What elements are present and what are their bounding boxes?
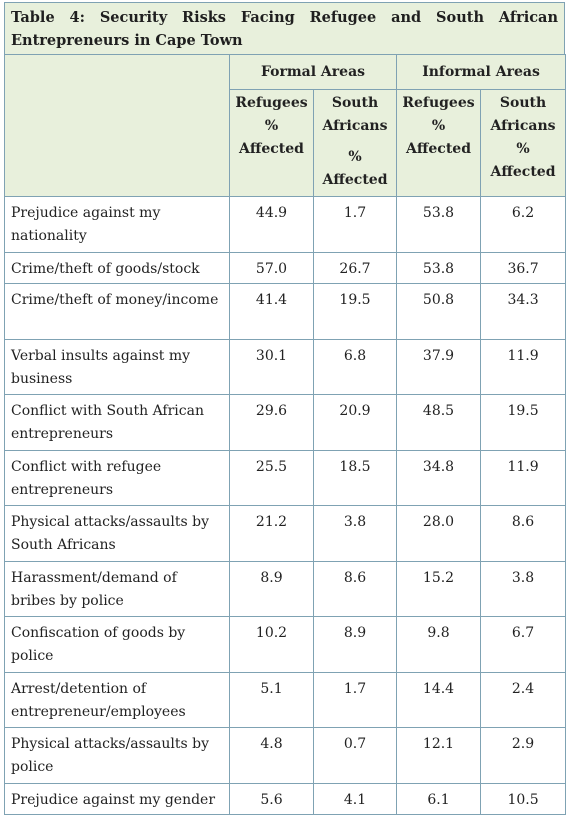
subheader-text: % <box>431 118 446 134</box>
formal-refugees-value: 25.5 <box>229 450 314 506</box>
table-row: Prejudice against my nationality 44.9 1.… <box>4 196 567 253</box>
informal-south-africans-value: 6.7 <box>480 616 567 673</box>
risk-label: Conflict with refugee entrepreneurs <box>4 450 230 506</box>
formal-refugees-value: 41.4 <box>229 283 314 340</box>
table-row: Crime/theft of money/income 41.4 19.5 50… <box>4 283 567 340</box>
subheader-text: South <box>331 95 379 111</box>
informal-south-africans-value: 8.6 <box>480 505 567 562</box>
informal-refugees-value: 14.4 <box>396 672 482 728</box>
formal-south-africans-value: 8.6 <box>312 561 398 617</box>
informal-south-africans-value: 2.4 <box>480 672 567 728</box>
subheader-text: Refugees <box>402 95 475 111</box>
informal-refugees-value: 12.1 <box>396 727 482 784</box>
security-risks-table-container: Table 4: Security Risks Facing Refugee a… <box>4 2 567 815</box>
subheader-text: Affected <box>406 141 471 157</box>
formal-refugees-value: 29.6 <box>229 394 314 451</box>
table-row: Arrest/detention of entrepreneur/employe… <box>4 672 567 728</box>
subheader-text: Refugees <box>235 95 308 111</box>
informal-south-africans-value: 19.5 <box>480 394 567 451</box>
subheader-informal-south-africans: South Africans % Affected <box>480 89 567 197</box>
informal-south-africans-value: 34.3 <box>480 283 567 340</box>
informal-refugees-value: 53.8 <box>396 196 482 253</box>
informal-refugees-value: 15.2 <box>396 561 482 617</box>
subheader-formal-refugees: Refugees % Affected <box>229 89 314 197</box>
header-blank <box>4 54 230 197</box>
formal-refugees-value: 5.1 <box>229 672 314 728</box>
table-row: Conflict with South African entrepreneur… <box>4 394 567 451</box>
formal-south-africans-value: 20.9 <box>312 394 398 451</box>
risk-label: Physical attacks/assaults by South Afric… <box>4 505 230 562</box>
formal-refugees-value: 21.2 <box>229 505 314 562</box>
risk-label: Crime/theft of money/income <box>4 283 230 340</box>
risk-label: Physical attacks/assaults by police <box>4 727 230 784</box>
informal-south-africans-value: 3.8 <box>480 561 567 617</box>
formal-south-africans-value: 6.8 <box>312 339 398 395</box>
risk-label: Confiscation of goods by police <box>4 616 230 673</box>
risk-label: Arrest/detention of entrepreneur/employe… <box>4 672 230 728</box>
group-header-formal: Formal Areas <box>228 54 398 90</box>
subheader-text: Affected <box>322 172 388 188</box>
formal-refugees-value: 5.6 <box>229 783 314 815</box>
formal-south-africans-value: 19.5 <box>312 283 398 340</box>
formal-south-africans-value: 18.5 <box>312 450 398 506</box>
risk-label: Conflict with South African entrepreneur… <box>4 394 230 451</box>
informal-refugees-value: 9.8 <box>396 616 482 673</box>
formal-refugees-value: 30.1 <box>229 339 314 395</box>
subheader-text: Affected <box>239 141 304 157</box>
formal-refugees-value: 4.8 <box>229 727 314 784</box>
subheader-informal-refugees: Refugees % Affected <box>396 89 482 197</box>
formal-south-africans-value: 26.7 <box>312 252 398 284</box>
informal-south-africans-value: 10.5 <box>480 783 567 815</box>
subheader-text: % <box>348 149 362 165</box>
group-header-informal: Informal Areas <box>396 54 567 90</box>
formal-south-africans-value: 1.7 <box>312 672 398 728</box>
informal-refugees-value: 50.8 <box>396 283 482 340</box>
subheader-formal-south-africans: South Africans % Affected <box>312 89 398 197</box>
table-row: Verbal insults against my business 30.1 … <box>4 339 567 395</box>
subheader-text: Africans <box>490 118 556 134</box>
table-row: Conflict with refugee entrepreneurs 25.5… <box>4 450 567 506</box>
informal-refugees-value: 53.8 <box>396 252 482 284</box>
formal-south-africans-value: 0.7 <box>312 727 398 784</box>
informal-south-africans-value: 11.9 <box>480 339 567 395</box>
subheader-text: % <box>264 118 279 134</box>
formal-south-africans-value: 3.8 <box>312 505 398 562</box>
formal-south-africans-value: 1.7 <box>312 196 398 253</box>
table-row: Physical attacks/assaults by police 4.8 … <box>4 727 567 784</box>
risk-label: Prejudice against my nationality <box>4 196 230 253</box>
informal-south-africans-value: 6.2 <box>480 196 567 253</box>
risk-label: Crime/theft of goods/stock <box>4 252 230 284</box>
informal-refugees-value: 28.0 <box>396 505 482 562</box>
formal-south-africans-value: 8.9 <box>312 616 398 673</box>
informal-refugees-value: 48.5 <box>396 394 482 451</box>
informal-south-africans-value: 36.7 <box>480 252 567 284</box>
subheader-text: Affected <box>490 164 556 180</box>
informal-refugees-value: 6.1 <box>396 783 482 815</box>
formal-refugees-value: 10.2 <box>229 616 314 673</box>
table-row: Confiscation of goods by police 10.2 8.9… <box>4 616 567 673</box>
formal-refugees-value: 57.0 <box>229 252 314 284</box>
security-risks-table: Formal Areas Informal Areas Refugees % A… <box>4 54 567 815</box>
table-row: Prejudice against my gender 5.6 4.1 6.1 … <box>4 783 567 815</box>
table-row: Physical attacks/assaults by South Afric… <box>4 505 567 562</box>
formal-refugees-value: 8.9 <box>229 561 314 617</box>
subheader-text: Africans <box>322 118 388 134</box>
risk-label: Harassment/demand of bribes by police <box>4 561 230 617</box>
subheader-text: % <box>516 141 530 157</box>
subheader-text: South <box>499 95 547 111</box>
risk-label: Prejudice against my gender <box>4 783 230 815</box>
formal-refugees-value: 44.9 <box>229 196 314 253</box>
formal-south-africans-value: 4.1 <box>312 783 398 815</box>
table-row: Crime/theft of goods/stock 57.0 26.7 53.… <box>4 252 567 284</box>
informal-south-africans-value: 2.9 <box>480 727 567 784</box>
informal-refugees-value: 37.9 <box>396 339 482 395</box>
informal-south-africans-value: 11.9 <box>480 450 567 506</box>
table-row: Harassment/demand of bribes by police 8.… <box>4 561 567 617</box>
informal-refugees-value: 34.8 <box>396 450 482 506</box>
risk-label: Verbal insults against my business <box>4 339 230 395</box>
table-title: Table 4: Security Risks Facing Refugee a… <box>4 2 565 54</box>
